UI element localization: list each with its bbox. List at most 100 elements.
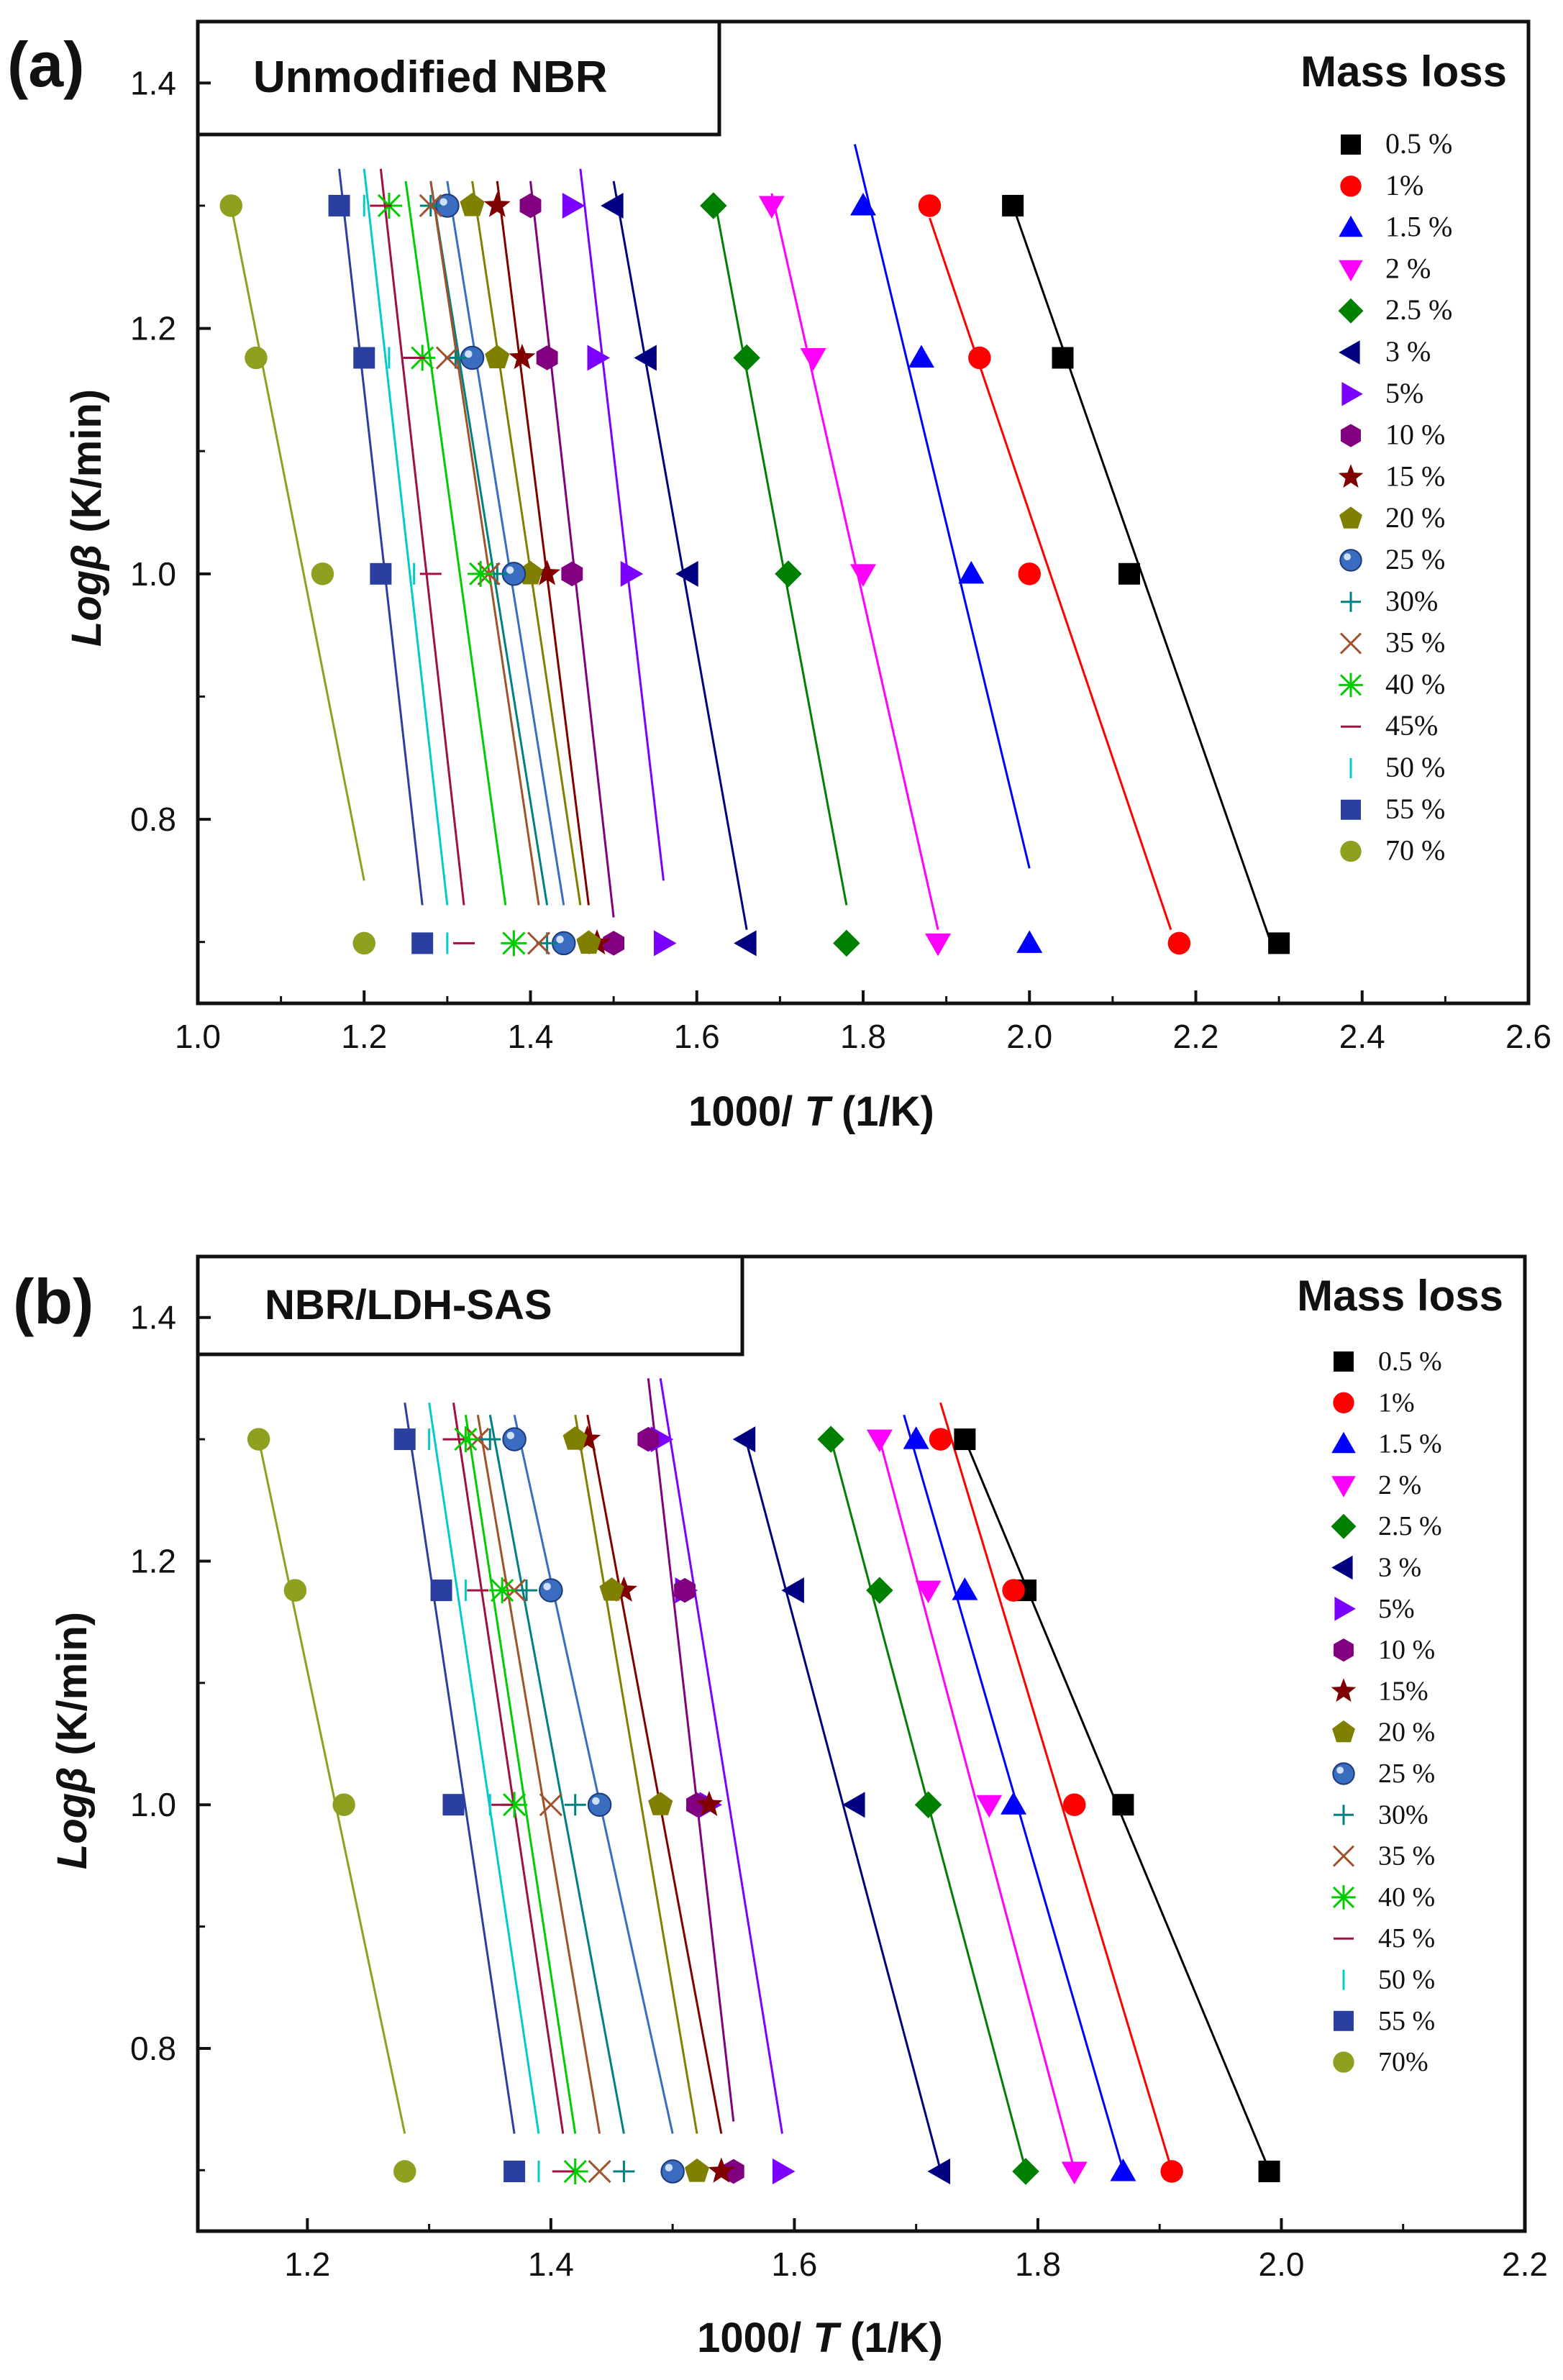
x-tick-label: 1.0 bbox=[175, 1018, 221, 1055]
data-point bbox=[976, 1795, 1003, 1818]
legend-label: 0.5 % bbox=[1378, 1346, 1442, 1377]
legend-marker bbox=[1334, 1805, 1354, 1825]
data-point bbox=[952, 1577, 978, 1600]
data-point bbox=[903, 1426, 929, 1449]
data-point bbox=[613, 2161, 635, 2183]
panel-a-unmodified-nbr: (a) Unmodified NBR Mass loss 1000/ T (1/… bbox=[7, 19, 1551, 1135]
legend-label: 35 % bbox=[1385, 626, 1445, 659]
x-tick-label: 2.6 bbox=[1505, 1018, 1551, 1055]
legend-label: 25 % bbox=[1385, 543, 1445, 575]
legend-label: 15% bbox=[1378, 1676, 1428, 1706]
legend-marker bbox=[1331, 1678, 1357, 1702]
data-point bbox=[603, 931, 625, 956]
legend-label: 1% bbox=[1385, 169, 1423, 201]
legend-marker bbox=[1334, 1638, 1354, 1662]
data-point bbox=[527, 931, 551, 955]
y-tick-label: 1.2 bbox=[130, 310, 176, 347]
y-tick-label: 1.2 bbox=[130, 1542, 176, 1579]
data-point bbox=[483, 191, 511, 217]
fit-line bbox=[363, 168, 449, 906]
data-point bbox=[800, 348, 826, 371]
legend-marker bbox=[1332, 1762, 1355, 1785]
data-point bbox=[918, 194, 942, 217]
data-point bbox=[968, 346, 991, 370]
y-tick-label: 1.0 bbox=[130, 555, 176, 593]
x-tick-label: 2.0 bbox=[1006, 1018, 1052, 1055]
legend-marker bbox=[1341, 424, 1361, 447]
x-tick-label: 1.4 bbox=[528, 2246, 574, 2283]
legend-label: 55 % bbox=[1385, 793, 1445, 825]
x-tick-label: 1.6 bbox=[674, 1018, 720, 1055]
data-point bbox=[732, 1426, 756, 1453]
fit-line bbox=[612, 181, 748, 930]
data-point bbox=[684, 2158, 710, 2182]
legend-label: 70 % bbox=[1385, 834, 1445, 867]
legend-marker bbox=[1341, 591, 1361, 612]
data-point bbox=[866, 1577, 893, 1604]
data-point bbox=[758, 196, 785, 219]
fit-line bbox=[404, 181, 507, 906]
fit-line bbox=[258, 1439, 406, 2134]
legend-label: 1.5 % bbox=[1378, 1429, 1442, 1459]
x-tick-label: 2.0 bbox=[1258, 2246, 1304, 2283]
data-point bbox=[393, 2160, 416, 2183]
data-point bbox=[435, 346, 459, 370]
data-point bbox=[1112, 1794, 1134, 1816]
legend-label: 35 % bbox=[1378, 1841, 1435, 1871]
panel-b-title: NBR/LDH-SAS bbox=[265, 1282, 552, 1328]
fit-line bbox=[496, 181, 590, 906]
data-point bbox=[588, 2159, 611, 2184]
data-point bbox=[370, 562, 392, 585]
fit-line bbox=[446, 181, 565, 906]
legend-label: 45 % bbox=[1378, 1923, 1435, 1953]
data-point bbox=[1002, 194, 1024, 216]
data-point bbox=[1110, 2158, 1136, 2181]
x-tick-label: 1.2 bbox=[341, 1018, 387, 1055]
data-point bbox=[1062, 1793, 1086, 1816]
legend-label: 5% bbox=[1385, 377, 1423, 409]
legend-marker bbox=[1338, 298, 1364, 324]
fit-line bbox=[574, 1414, 698, 2134]
fit-line bbox=[488, 1414, 625, 2134]
data-point bbox=[610, 1576, 637, 1602]
legend-label: 2.5 % bbox=[1378, 1511, 1442, 1541]
panel-a-title: Unmodified NBR bbox=[253, 53, 608, 102]
legend-marker bbox=[1334, 1351, 1354, 1372]
data-point bbox=[637, 1426, 660, 1452]
data-point bbox=[283, 1579, 307, 1602]
legend-label: 30% bbox=[1378, 1800, 1428, 1830]
data-point bbox=[734, 930, 757, 957]
data-point bbox=[502, 1427, 527, 1451]
data-point bbox=[1012, 2158, 1039, 2185]
legend-label: 10 % bbox=[1385, 419, 1445, 451]
data-point bbox=[501, 1792, 528, 1818]
legend-marker bbox=[1340, 175, 1362, 197]
data-point bbox=[696, 1790, 723, 1816]
legend-marker bbox=[1339, 215, 1363, 237]
data-point bbox=[772, 2158, 796, 2185]
legend-label: 5% bbox=[1378, 1594, 1415, 1624]
data-point bbox=[536, 345, 558, 370]
data-point bbox=[958, 560, 985, 584]
fit-line bbox=[939, 1402, 1173, 2171]
data-point bbox=[850, 192, 876, 216]
data-point bbox=[352, 931, 375, 955]
fit-line bbox=[586, 1414, 723, 2134]
y-tick-label: 0.8 bbox=[130, 801, 176, 838]
data-point bbox=[587, 1792, 612, 1817]
fit-line bbox=[770, 193, 939, 930]
data-point bbox=[1160, 2160, 1183, 2183]
x-tick-label: 1.8 bbox=[840, 1018, 886, 1055]
panel-b-label: (b) bbox=[13, 1266, 94, 1337]
data-point bbox=[411, 932, 434, 954]
legend-label: 10 % bbox=[1378, 1635, 1435, 1665]
data-point bbox=[660, 2159, 685, 2184]
legend-marker bbox=[1331, 1476, 1356, 1497]
panel-a-data-points bbox=[219, 191, 1290, 957]
data-point bbox=[620, 560, 644, 587]
panel-b-x-axis-title: 1000/ T (1/K) bbox=[697, 2315, 943, 2361]
fit-line bbox=[579, 168, 665, 881]
legend-marker bbox=[1332, 1720, 1355, 1743]
data-point bbox=[561, 561, 583, 587]
legend-marker bbox=[1339, 260, 1363, 282]
